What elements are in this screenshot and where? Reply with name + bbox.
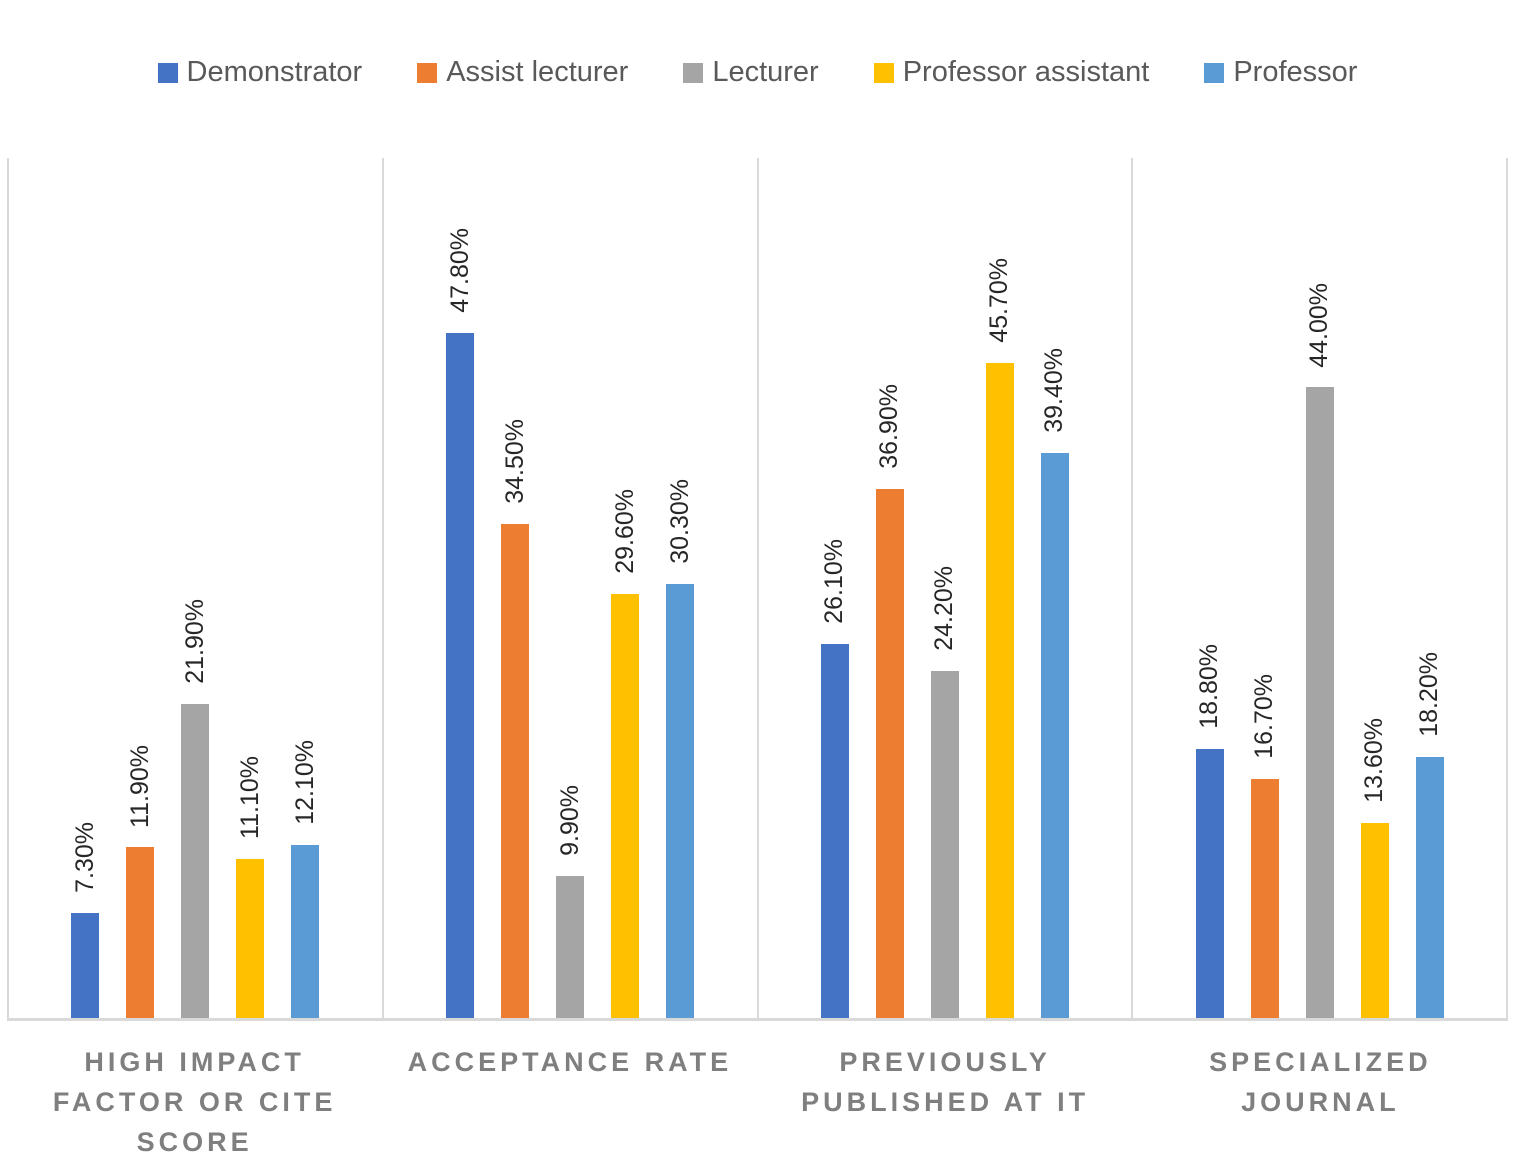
legend-swatch-icon <box>157 62 178 83</box>
bar-lecturer <box>181 704 210 1018</box>
bar-lecturer <box>1305 387 1334 1018</box>
data-label: 7.30% <box>70 822 99 894</box>
bar-professor-assistant <box>611 593 640 1018</box>
legend-item-professor-assistant: Professor assistant <box>873 56 1150 89</box>
bar-professor <box>1415 757 1444 1018</box>
bar-assist-lecturer <box>501 523 530 1018</box>
category-label-line: SPECIALIZED <box>1209 1047 1432 1077</box>
data-label: 47.80% <box>445 228 474 313</box>
legend-label: Lecturer <box>712 56 819 88</box>
bar-cell: 7.30% <box>70 158 100 1018</box>
category-group-acceptance-rate: 47.80% 34.50% 9.90% 29.60% 30.30% <box>381 158 757 1018</box>
bar-cell: 39.40% <box>1040 158 1069 1018</box>
bar-cell: 18.20% <box>1415 158 1444 1018</box>
bar-cell: 45.70% <box>985 158 1014 1018</box>
category-label-specialized-journal: SPECIALIZED JOURNAL <box>1133 1042 1508 1162</box>
bar-cell: 21.90% <box>180 158 210 1018</box>
data-label: 29.60% <box>610 488 639 574</box>
bar-demonstrator <box>820 643 849 1018</box>
bar-lecturer <box>930 671 959 1018</box>
legend-item-lecturer: Lecturer <box>683 56 819 89</box>
data-label: 44.00% <box>1305 282 1334 368</box>
bar-cell: 9.90% <box>555 158 585 1018</box>
legend-item-demonstrator: Demonstrator <box>157 56 363 89</box>
bar-professor-assistant <box>985 362 1014 1018</box>
bar-cell: 18.80% <box>1195 158 1224 1018</box>
category-label-previously-published-at-it: PREVIOUSLY PUBLISHED AT IT <box>758 1042 1133 1162</box>
data-label: 9.90% <box>555 785 584 857</box>
legend-swatch-icon <box>683 62 704 83</box>
bar-assist-lecturer <box>126 847 155 1018</box>
data-label: 36.90% <box>875 384 904 470</box>
data-label: 39.40% <box>1040 348 1069 434</box>
legend-swatch-icon <box>1204 62 1225 83</box>
bar-professor-assistant <box>236 858 265 1018</box>
legend-label: Demonstrator <box>186 56 363 88</box>
bar-cell: 11.90% <box>125 158 155 1018</box>
bar-cell: 36.90% <box>875 158 904 1018</box>
bar-cell: 29.60% <box>610 158 640 1018</box>
data-label: 18.80% <box>1195 643 1224 729</box>
bar-assist-lecturer <box>875 489 904 1018</box>
data-label: 18.20% <box>1415 652 1444 738</box>
category-group-previously-published-at-it: 26.10% 36.90% 24.20% 45.70% 39.40% <box>756 158 1132 1018</box>
category-label-line: PUBLISHED AT IT <box>801 1087 1090 1117</box>
data-label: 11.90% <box>125 744 154 828</box>
bar-cell: 24.20% <box>930 158 959 1018</box>
legend-label: Professor <box>1233 56 1358 88</box>
data-label: 45.70% <box>985 258 1014 343</box>
category-label-line: HIGH IMPACT <box>84 1047 305 1077</box>
plot-area: 7.30% 11.90% 21.90% 11.10% 12.10% 47.80% 34.50… <box>7 158 1508 1021</box>
legend-label: Professor assistant <box>902 56 1150 88</box>
data-label: 21.90% <box>180 599 209 685</box>
data-label: 16.70% <box>1250 673 1279 759</box>
bar-demonstrator <box>71 913 100 1018</box>
legend-item-professor: Professor <box>1204 56 1357 89</box>
bar-cell: 44.00% <box>1305 158 1334 1018</box>
bar-demonstrator <box>1195 748 1224 1018</box>
bar-cell: 47.80% <box>445 158 475 1018</box>
bar-professor-assistant <box>1360 823 1389 1018</box>
bar-cell: 34.50% <box>500 158 530 1018</box>
category-label-acceptance-rate: ACCEPTANCE RATE <box>382 1042 757 1162</box>
category-label-high-impact-factor-or-cite-score: HIGH IMPACT FACTOR OR CITE SCORE <box>7 1042 382 1162</box>
data-label: 24.20% <box>930 566 959 652</box>
category-axis: HIGH IMPACT FACTOR OR CITE SCORE ACCEPTANCE… <box>7 1042 1508 1162</box>
data-label: 11.10% <box>235 755 264 839</box>
data-label: 30.30% <box>665 478 694 564</box>
bar-professor <box>666 583 695 1018</box>
bar-cell: 11.10% <box>235 158 265 1018</box>
data-label: 12.10% <box>290 739 319 825</box>
data-label: 13.60% <box>1360 718 1389 804</box>
bar-cell: 16.70% <box>1250 158 1279 1018</box>
category-label-line: FACTOR OR CITE <box>52 1087 337 1117</box>
legend-label: Assist lecturer <box>446 56 629 88</box>
bar-assist-lecturer <box>1250 778 1279 1018</box>
bar-cell: 30.30% <box>665 158 695 1018</box>
category-label-line: SCORE <box>136 1127 253 1157</box>
bar-lecturer <box>556 876 585 1018</box>
data-label: 26.10% <box>820 539 849 624</box>
legend-item-assist-lecturer: Assist lecturer <box>417 56 628 89</box>
bar-cell: 26.10% <box>820 158 849 1018</box>
category-label-line: PREVIOUSLY <box>839 1047 1051 1077</box>
category-label-line: ACCEPTANCE RATE <box>407 1047 733 1077</box>
category-group-high-impact-factor-or-cite-score: 7.30% 11.90% 21.90% 11.10% 12.10% <box>7 158 382 1018</box>
bar-cell: 12.10% <box>290 158 320 1018</box>
data-label: 34.50% <box>500 418 529 504</box>
category-group-specialized-journal: 18.80% 16.70% 44.00% 13.60% 18.20% <box>1131 158 1508 1018</box>
category-label-line: JOURNAL <box>1241 1087 1400 1117</box>
legend-swatch-icon <box>417 62 438 83</box>
bar-professor <box>1040 453 1069 1018</box>
bar-professor <box>291 844 320 1018</box>
legend-swatch-icon <box>873 62 894 83</box>
chart-legend: Demonstrator Assist lecturer Lecturer Profe… <box>0 56 1515 89</box>
bar-cell: 13.60% <box>1360 158 1389 1018</box>
bar-demonstrator <box>446 332 475 1018</box>
